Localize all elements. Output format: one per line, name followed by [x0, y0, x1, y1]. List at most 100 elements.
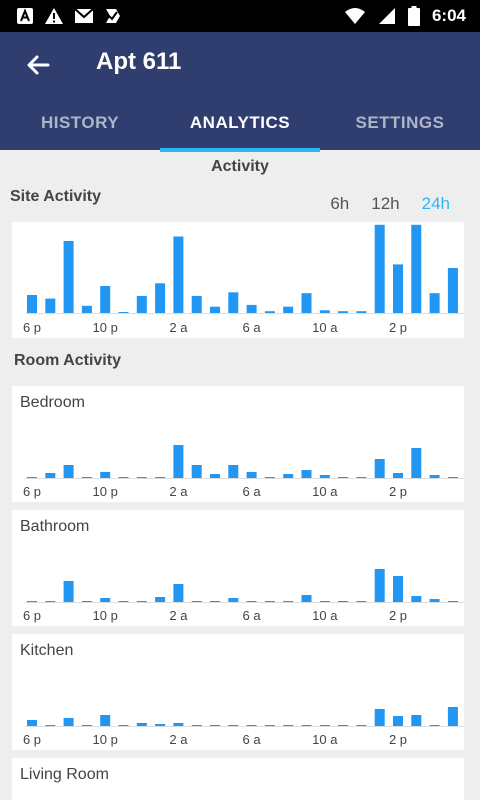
bar-5p: [447, 268, 458, 313]
x-tick-label: 2 a: [169, 732, 188, 747]
bar-9p: [81, 477, 92, 478]
bar-9a: [301, 470, 312, 478]
bar-10a: [319, 601, 330, 602]
x-tick-label: 10 p: [93, 608, 118, 623]
bar-8a: [283, 474, 294, 478]
bar-8p: [63, 718, 74, 726]
bar-10a: [319, 475, 330, 478]
bar-4p: [429, 725, 440, 726]
bar-2a: [173, 445, 184, 478]
battery-icon: [407, 6, 420, 26]
bar-5p: [447, 477, 458, 478]
bar-5p: [447, 601, 458, 602]
x-tick-label: 10 p: [93, 484, 118, 499]
room-activity-label: Room Activity: [14, 352, 121, 369]
bar-7p: [45, 601, 56, 602]
tab-bar: HISTORY ANALYTICS SETTINGS: [0, 98, 480, 152]
bar-4a: [210, 306, 220, 313]
bar-9p: [81, 601, 92, 602]
x-tick-label: 2 a: [169, 484, 188, 499]
bar-2p: [393, 473, 403, 478]
bar-10p: [100, 286, 111, 313]
signal-icon: [378, 8, 395, 24]
page-title: Apt 611: [96, 48, 182, 75]
bar-2a: [173, 236, 184, 313]
x-tick-label: 6 a: [243, 732, 262, 747]
bar-3p: [411, 448, 422, 478]
bar-6p: [27, 720, 37, 726]
bar-11p: [118, 312, 129, 313]
bar-6a: [246, 601, 257, 602]
section-title: Activity: [211, 158, 269, 175]
bar-5p: [447, 707, 458, 726]
bar-1a: [155, 283, 166, 313]
bar-9a: [301, 725, 312, 726]
bar-11a: [338, 311, 349, 313]
bar-4a: [210, 725, 220, 726]
bedroom-label: Bedroom: [20, 394, 85, 411]
bar-9p: [81, 305, 92, 313]
bar-8a: [283, 306, 294, 313]
back-arrow-icon[interactable]: [22, 49, 54, 81]
range-6h[interactable]: 6h: [330, 194, 350, 213]
x-tick-label: 2 p: [389, 484, 407, 499]
bar-1a: [155, 724, 166, 726]
bar-6p: [27, 477, 37, 478]
bar-7a: [264, 311, 275, 313]
range-selector: 6h 12h 24h: [330, 194, 450, 214]
app-a-icon: [17, 8, 33, 24]
bar-11p: [118, 725, 129, 726]
bar-6a: [246, 472, 257, 478]
bathroom-label: Bathroom: [20, 518, 90, 535]
kitchen-chart: 6 p 10 p 2 a 6 a 10 a 2 p: [23, 707, 464, 747]
bar-12p: [356, 725, 367, 726]
bathroom-card: Bathroom 6 p 10 p 2 a 6 a 10 a 2 p: [12, 510, 464, 626]
warning-icon: [45, 8, 63, 24]
bar-7a: [264, 477, 275, 478]
bar-10p: [100, 472, 111, 478]
living-room-label: Living Room: [20, 766, 109, 783]
x-tick-label: 6 p: [23, 732, 41, 747]
bar-3a: [191, 601, 202, 602]
bar-3p: [411, 224, 422, 313]
x-tick-label: 6 a: [243, 320, 262, 335]
range-24h[interactable]: 24h: [421, 194, 450, 213]
bar-8p: [63, 241, 74, 313]
bar-12a: [136, 295, 147, 313]
bar-3a: [191, 465, 202, 478]
x-tick-label: 10 p: [93, 732, 118, 747]
bar-11p: [118, 477, 129, 478]
bar-7p: [45, 298, 56, 313]
clock: 6:04: [431, 6, 466, 25]
bar-10a: [319, 310, 330, 313]
gmail-icon: [74, 8, 94, 23]
x-tick-label: 6 p: [23, 608, 41, 623]
x-tick-label: 10 a: [312, 484, 338, 499]
bar-1p: [374, 459, 385, 478]
bar-9a: [301, 293, 312, 313]
bar-4p: [429, 475, 440, 478]
bar-4a: [210, 601, 220, 602]
bar-2p: [393, 264, 403, 313]
bar-10p: [100, 598, 111, 602]
bar-4p: [429, 599, 440, 602]
tab-settings[interactable]: SETTINGS: [355, 113, 445, 132]
bar-8p: [63, 581, 74, 602]
bar-1p: [374, 569, 385, 602]
bar-11p: [118, 601, 129, 602]
bar-4a: [210, 474, 220, 478]
tab-analytics[interactable]: ANALYTICS: [160, 98, 320, 152]
bar-3a: [191, 295, 202, 313]
bar-12p: [356, 601, 367, 602]
bar-1a: [155, 597, 166, 602]
bar-5a: [228, 725, 239, 726]
bar-8p: [63, 465, 74, 478]
bar-12p: [356, 477, 367, 478]
x-tick-label: 10 a: [312, 608, 338, 623]
x-tick-label: 6 p: [23, 484, 41, 499]
bar-5a: [228, 598, 239, 602]
bar-1p: [374, 224, 385, 313]
range-12h[interactable]: 12h: [371, 194, 400, 213]
bedroom-chart: 6 p 10 p 2 a 6 a 10 a 2 p: [23, 445, 464, 499]
tab-history[interactable]: HISTORY: [40, 113, 120, 132]
